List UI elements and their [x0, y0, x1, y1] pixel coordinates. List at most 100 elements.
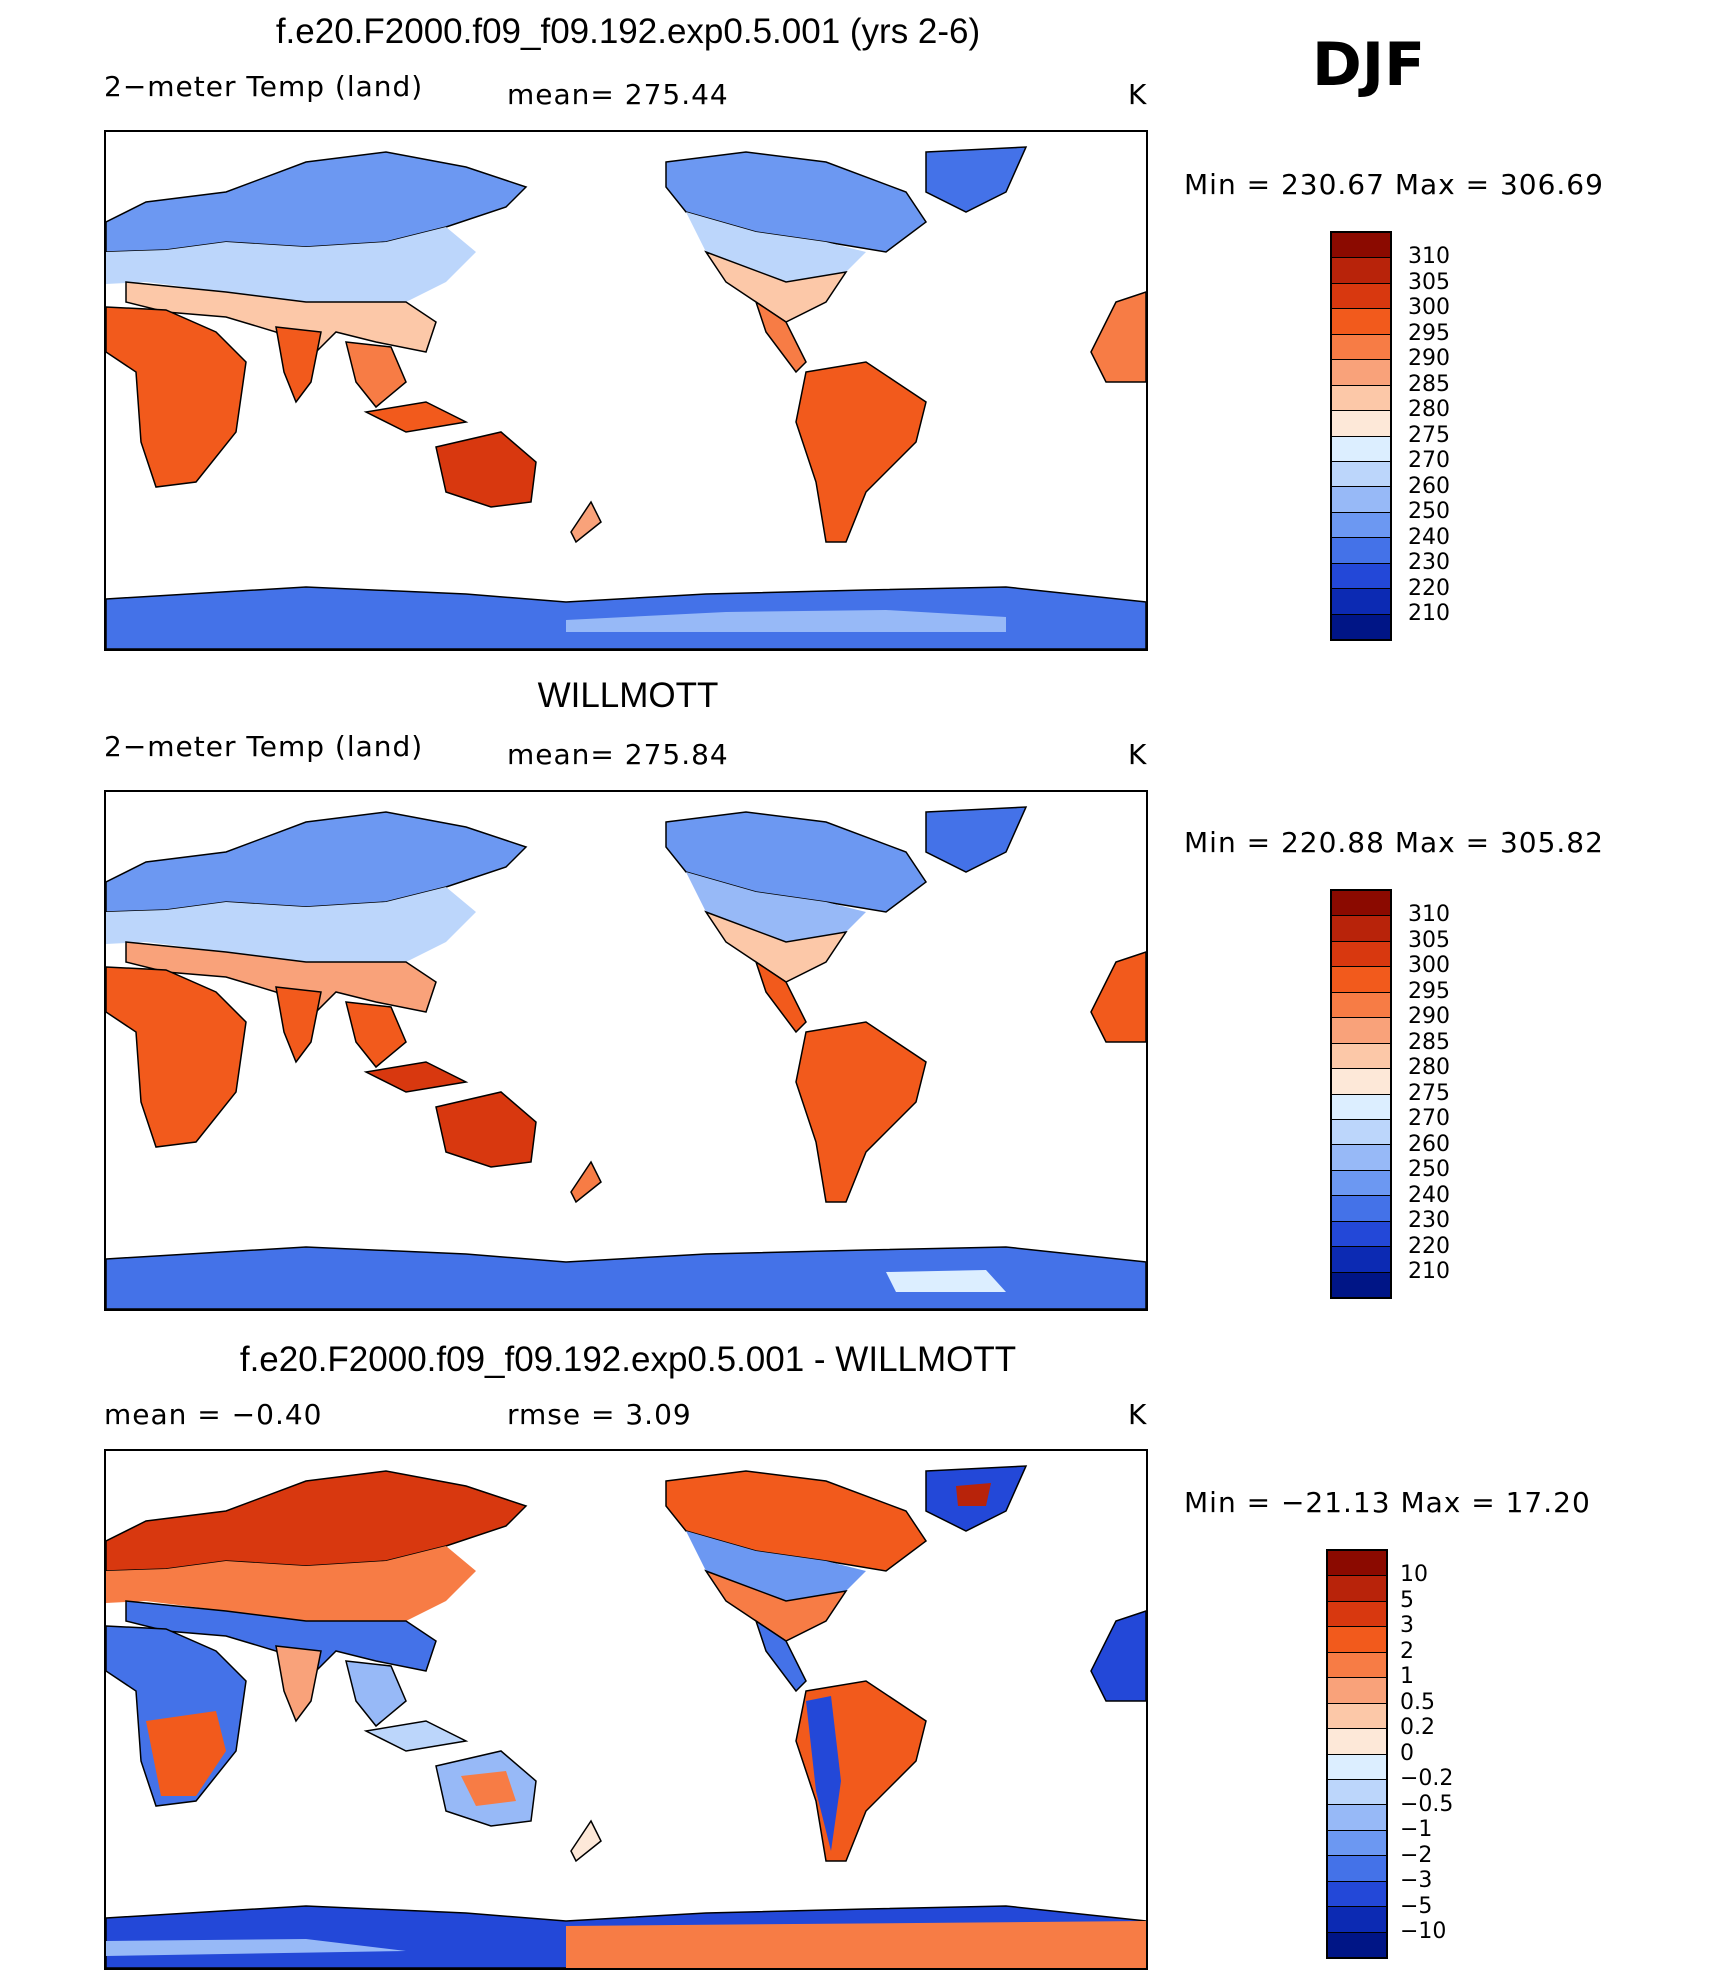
colorbar-swatch [1332, 435, 1390, 461]
central-america [754, 1619, 807, 1693]
panel-1-colorbar [1330, 231, 1392, 641]
colorbar-swatch [1332, 1246, 1390, 1272]
colorbar-swatch [1332, 537, 1390, 563]
colorbar-tick-label: 310 [1408, 244, 1450, 269]
panel-2-variable-label: 2−meter Temp (land) [104, 730, 424, 763]
panel-1-variable-label: 2−meter Temp (land) [104, 70, 424, 103]
colorbar-swatch [1332, 1093, 1390, 1119]
colorbar-tick-label: 230 [1408, 550, 1450, 575]
greenland [925, 806, 1028, 873]
antarctica [106, 1246, 1146, 1309]
colorbar-tick-label: −10 [1400, 1919, 1447, 1944]
colorbar-swatch [1332, 588, 1390, 614]
antarctica-light [106, 1939, 406, 1956]
colorbar-swatch [1332, 410, 1390, 436]
new-zealand [570, 1160, 602, 1204]
eurasia-mid [106, 887, 476, 962]
colorbar-tick-label: 210 [1408, 601, 1450, 626]
colorbar-tick-label: 0.5 [1400, 1689, 1435, 1715]
panel-3-title: f.e20.F2000.f09_f09.192.exp0.5.001 - WIL… [239, 1340, 1017, 1379]
colorbar-tick-label: −0.2 [1400, 1766, 1454, 1791]
colorbar-swatch [1332, 966, 1390, 992]
panel-1-map [104, 130, 1148, 651]
colorbar-tick-label: 300 [1408, 953, 1450, 978]
colorbar-swatch [1328, 1551, 1386, 1576]
north-america-north [665, 1470, 928, 1572]
colorbar-tick-label: 300 [1408, 295, 1450, 320]
eurasia-south [125, 1600, 437, 1683]
colorbar-tick-label: 275 [1408, 422, 1450, 448]
colorbar-swatch [1332, 1118, 1390, 1145]
panel-3-land [106, 1465, 1146, 1968]
eurasia-mid [106, 227, 476, 302]
panel-3-colorbar [1326, 1549, 1388, 1959]
indonesia [363, 1061, 469, 1093]
colorbar-swatch [1332, 308, 1390, 334]
colorbar-tick-label: −2 [1400, 1842, 1433, 1868]
panel-1-mean-label: mean= 275.44 [507, 78, 729, 111]
colorbar-swatch [1332, 384, 1390, 411]
australia [435, 431, 537, 508]
colorbar-tick-label: 230 [1408, 1208, 1450, 1233]
panel-1-min-max: Min = 230.67 Max = 306.69 [1184, 168, 1604, 201]
colorbar-swatch [1332, 613, 1390, 639]
eurasia-south [125, 281, 437, 364]
colorbar-tick-label: 270 [1408, 448, 1450, 473]
colorbar-tick-label: 310 [1408, 902, 1450, 927]
colorbar-tick-label: 2 [1400, 1638, 1414, 1664]
africa [106, 966, 247, 1148]
greenland-warm [956, 1483, 991, 1506]
colorbar-tick-label: 3 [1400, 1613, 1414, 1638]
panel-2-colorbar-labels: 310 305 300 295 290 285 280 275 270 260 250 240 230 2… [1408, 902, 1450, 1285]
south-america [795, 1021, 927, 1203]
colorbar-swatch [1332, 486, 1390, 512]
antarctica-light [886, 1270, 1006, 1292]
se-asia [345, 1660, 407, 1728]
south-america [795, 361, 927, 543]
colorbar-swatch [1332, 1068, 1390, 1094]
panel-3-rmse-label: rmse = 3.09 [507, 1398, 692, 1431]
colorbar-tick-label: 295 [1408, 978, 1450, 1004]
colorbar-tick-label: −0.5 [1400, 1791, 1454, 1817]
panel-3-units-label: K [1128, 1398, 1148, 1431]
colorbar-tick-label: −5 [1400, 1893, 1433, 1919]
panel-2-min-max: Min = 220.88 Max = 305.82 [1184, 826, 1604, 859]
colorbar-swatch [1328, 1702, 1386, 1729]
season-label: DJF [1312, 30, 1426, 100]
colorbar-tick-label: 260 [1408, 473, 1450, 499]
colorbar-tick-label: −3 [1400, 1868, 1433, 1893]
africa-right-edge [1090, 951, 1146, 1043]
panel-1-map-svg [106, 146, 1146, 649]
colorbar-swatch [1328, 1626, 1386, 1652]
colorbar-swatch [1332, 257, 1390, 283]
colorbar-tick-label: 260 [1408, 1131, 1450, 1157]
colorbar-swatch [1332, 1042, 1390, 1069]
colorbar-tick-label: 5 [1400, 1587, 1414, 1613]
central-america [754, 300, 807, 374]
colorbar-swatch [1332, 1271, 1390, 1297]
panel-3-map [104, 1449, 1148, 1970]
colorbar-tick-label: 305 [1408, 927, 1450, 953]
colorbar-swatch [1328, 1931, 1386, 1957]
india [275, 326, 322, 404]
colorbar-tick-label: 290 [1408, 346, 1450, 371]
antarctica-warm [566, 1921, 1146, 1968]
colorbar-tick-label: 220 [1408, 575, 1450, 601]
eurasia-north [106, 811, 528, 913]
colorbar-swatch [1328, 1829, 1386, 1856]
panel-3-colorbar-labels: 10 5 3 2 1 0.5 0.2 0 −0.2 −0.5 −1 −2 −3 −5 −10 [1400, 1562, 1453, 1945]
central-america [754, 960, 807, 1034]
colorbar-tick-label: 275 [1408, 1080, 1450, 1106]
colorbar-swatch [1328, 1880, 1386, 1907]
panel-2-colorbar [1330, 889, 1392, 1299]
colorbar-tick-label: 250 [1408, 1157, 1450, 1182]
indonesia [363, 1720, 469, 1752]
colorbar-swatch [1332, 915, 1390, 941]
north-america-south [704, 910, 848, 983]
colorbar-swatch [1332, 233, 1390, 258]
colorbar-swatch [1328, 1728, 1386, 1754]
africa-south-warm [146, 1711, 226, 1796]
se-asia [345, 341, 407, 409]
colorbar-swatch [1332, 1195, 1390, 1221]
colorbar-swatch [1332, 511, 1390, 538]
